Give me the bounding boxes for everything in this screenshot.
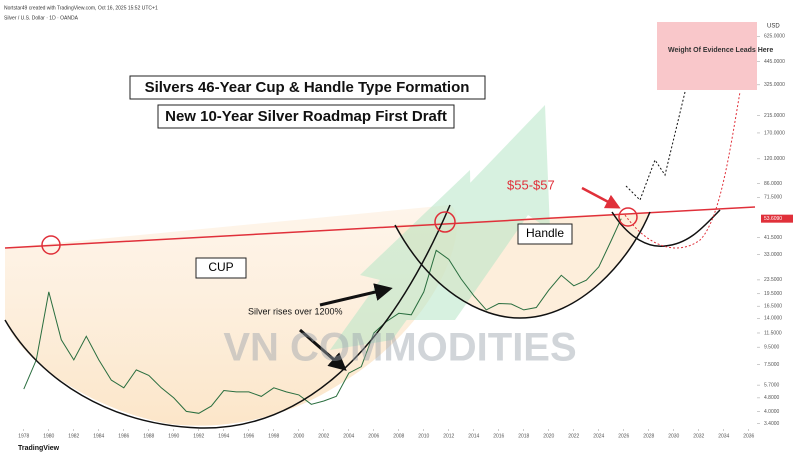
handle-label: Handle: [526, 226, 564, 240]
title-box: [129, 75, 486, 100]
x-tick-label: 2014: [468, 433, 479, 439]
x-tick-label: 2028: [643, 433, 654, 439]
rise-arrow: [319, 283, 393, 307]
x-tick-label: 1986: [118, 433, 129, 439]
target-arrow: [581, 186, 621, 209]
x-tick-label: 1992: [193, 433, 204, 439]
header: Nortstar49 created with TradingView.com,…: [4, 5, 158, 11]
projection-black: [625, 91, 686, 201]
last-price-tag: [761, 214, 793, 223]
currency: USD: [767, 24, 780, 30]
watermark: VN COMMODITIES: [223, 326, 576, 370]
resistance-line: [4, 206, 756, 249]
x-tick-label: 2036: [743, 433, 754, 439]
x-tick-label: 1996: [243, 433, 254, 439]
x-tick-label: 1980: [43, 433, 54, 439]
x-tick-label: 2004: [343, 433, 354, 439]
handle-box: [517, 223, 573, 245]
x-tick-label: 2030: [668, 433, 679, 439]
y-tick-label: 170.0000: [764, 130, 785, 136]
x-tick-label: 2016: [493, 433, 504, 439]
x-tick-label: 1982: [68, 433, 79, 439]
x-tick-label: 1984: [93, 433, 104, 439]
last-price-label: 53.6090: [764, 216, 782, 222]
subtitle: New 10-Year Silver Roadmap First Draft: [165, 108, 447, 125]
y-tick-label: 325.0000: [764, 82, 785, 88]
handle-curve-2: [611, 209, 721, 248]
y-tick-label: 215.0000: [764, 113, 785, 119]
y-tick-label: 86.0000: [764, 181, 782, 187]
y-tick-label: 71.5000: [764, 195, 782, 201]
y-tick-label: 4.0000: [764, 409, 780, 415]
y-tick-label: 33.0000: [764, 252, 782, 258]
evidence-text: Weight Of Evidence Leads Here: [668, 47, 773, 54]
brand: TradingView: [18, 445, 60, 452]
y-tick-label: 9.5000: [764, 345, 780, 351]
y-tick-label: 16.5000: [764, 304, 782, 310]
x-tick-label: 2006: [368, 433, 379, 439]
peak-circle: [618, 207, 638, 227]
rise-label: Silver rises over 1200%: [248, 306, 343, 316]
y-tick-label: 41.5000: [764, 235, 782, 241]
y-tick-label: 120.0000: [764, 156, 785, 162]
x-tick-label: 2000: [293, 433, 304, 439]
y-tick-label: 14.0000: [764, 316, 782, 322]
symbol: Silver / U.S. Dollar · 1D · OANDA: [4, 15, 79, 21]
cup-curve: [4, 204, 451, 429]
cup-box: [195, 257, 247, 279]
y-tick-label: 3.4000: [764, 421, 780, 427]
x-tick-label: 1994: [218, 433, 229, 439]
y-tick-label: 19.5000: [764, 291, 782, 297]
projection-red: [624, 91, 741, 249]
y-tick-label: 625.0000: [764, 34, 785, 40]
rise-arrow: [299, 328, 347, 371]
y-tick-label: 445.0000: [764, 59, 785, 65]
x-tick-label: 1988: [143, 433, 154, 439]
x-tick-label: 2002: [318, 433, 329, 439]
x-tick-label: 2034: [718, 433, 729, 439]
x-tick-label: 1990: [168, 433, 179, 439]
y-tick-label: 11.5000: [764, 330, 782, 336]
x-tick-label: 2026: [618, 433, 629, 439]
cup-label: CUP: [208, 260, 233, 274]
x-tick-label: 2032: [693, 433, 704, 439]
x-tick-label: 2018: [518, 433, 529, 439]
x-tick-label: 2020: [543, 433, 554, 439]
title: Silvers 46-Year Cup & Handle Type Format…: [145, 79, 470, 96]
x-tick-label: 2012: [443, 433, 454, 439]
y-tick-label: 4.8000: [764, 395, 780, 401]
x-tick-label: 2010: [418, 433, 429, 439]
price-line: [23, 218, 622, 414]
y-tick-label: 5.7000: [764, 382, 780, 388]
evidence-label: Weight Of Evidence Leads Here: [668, 47, 773, 54]
peak-circle: [434, 211, 456, 233]
x-tick-label: 2022: [568, 433, 579, 439]
peak-circle: [41, 235, 61, 255]
y-tick-label: 23.5000: [764, 277, 782, 283]
target-zone: [657, 22, 757, 90]
x-tick-label: 2024: [593, 433, 604, 439]
x-tick-label: 2008: [393, 433, 404, 439]
target-label: $55-$57: [507, 177, 555, 192]
x-tick-label: 1998: [268, 433, 279, 439]
y-tick-label: 7.5000: [764, 362, 780, 368]
handle-curve: [394, 211, 651, 319]
subtitle-box: [157, 104, 455, 129]
x-tick-label: 1978: [18, 433, 29, 439]
